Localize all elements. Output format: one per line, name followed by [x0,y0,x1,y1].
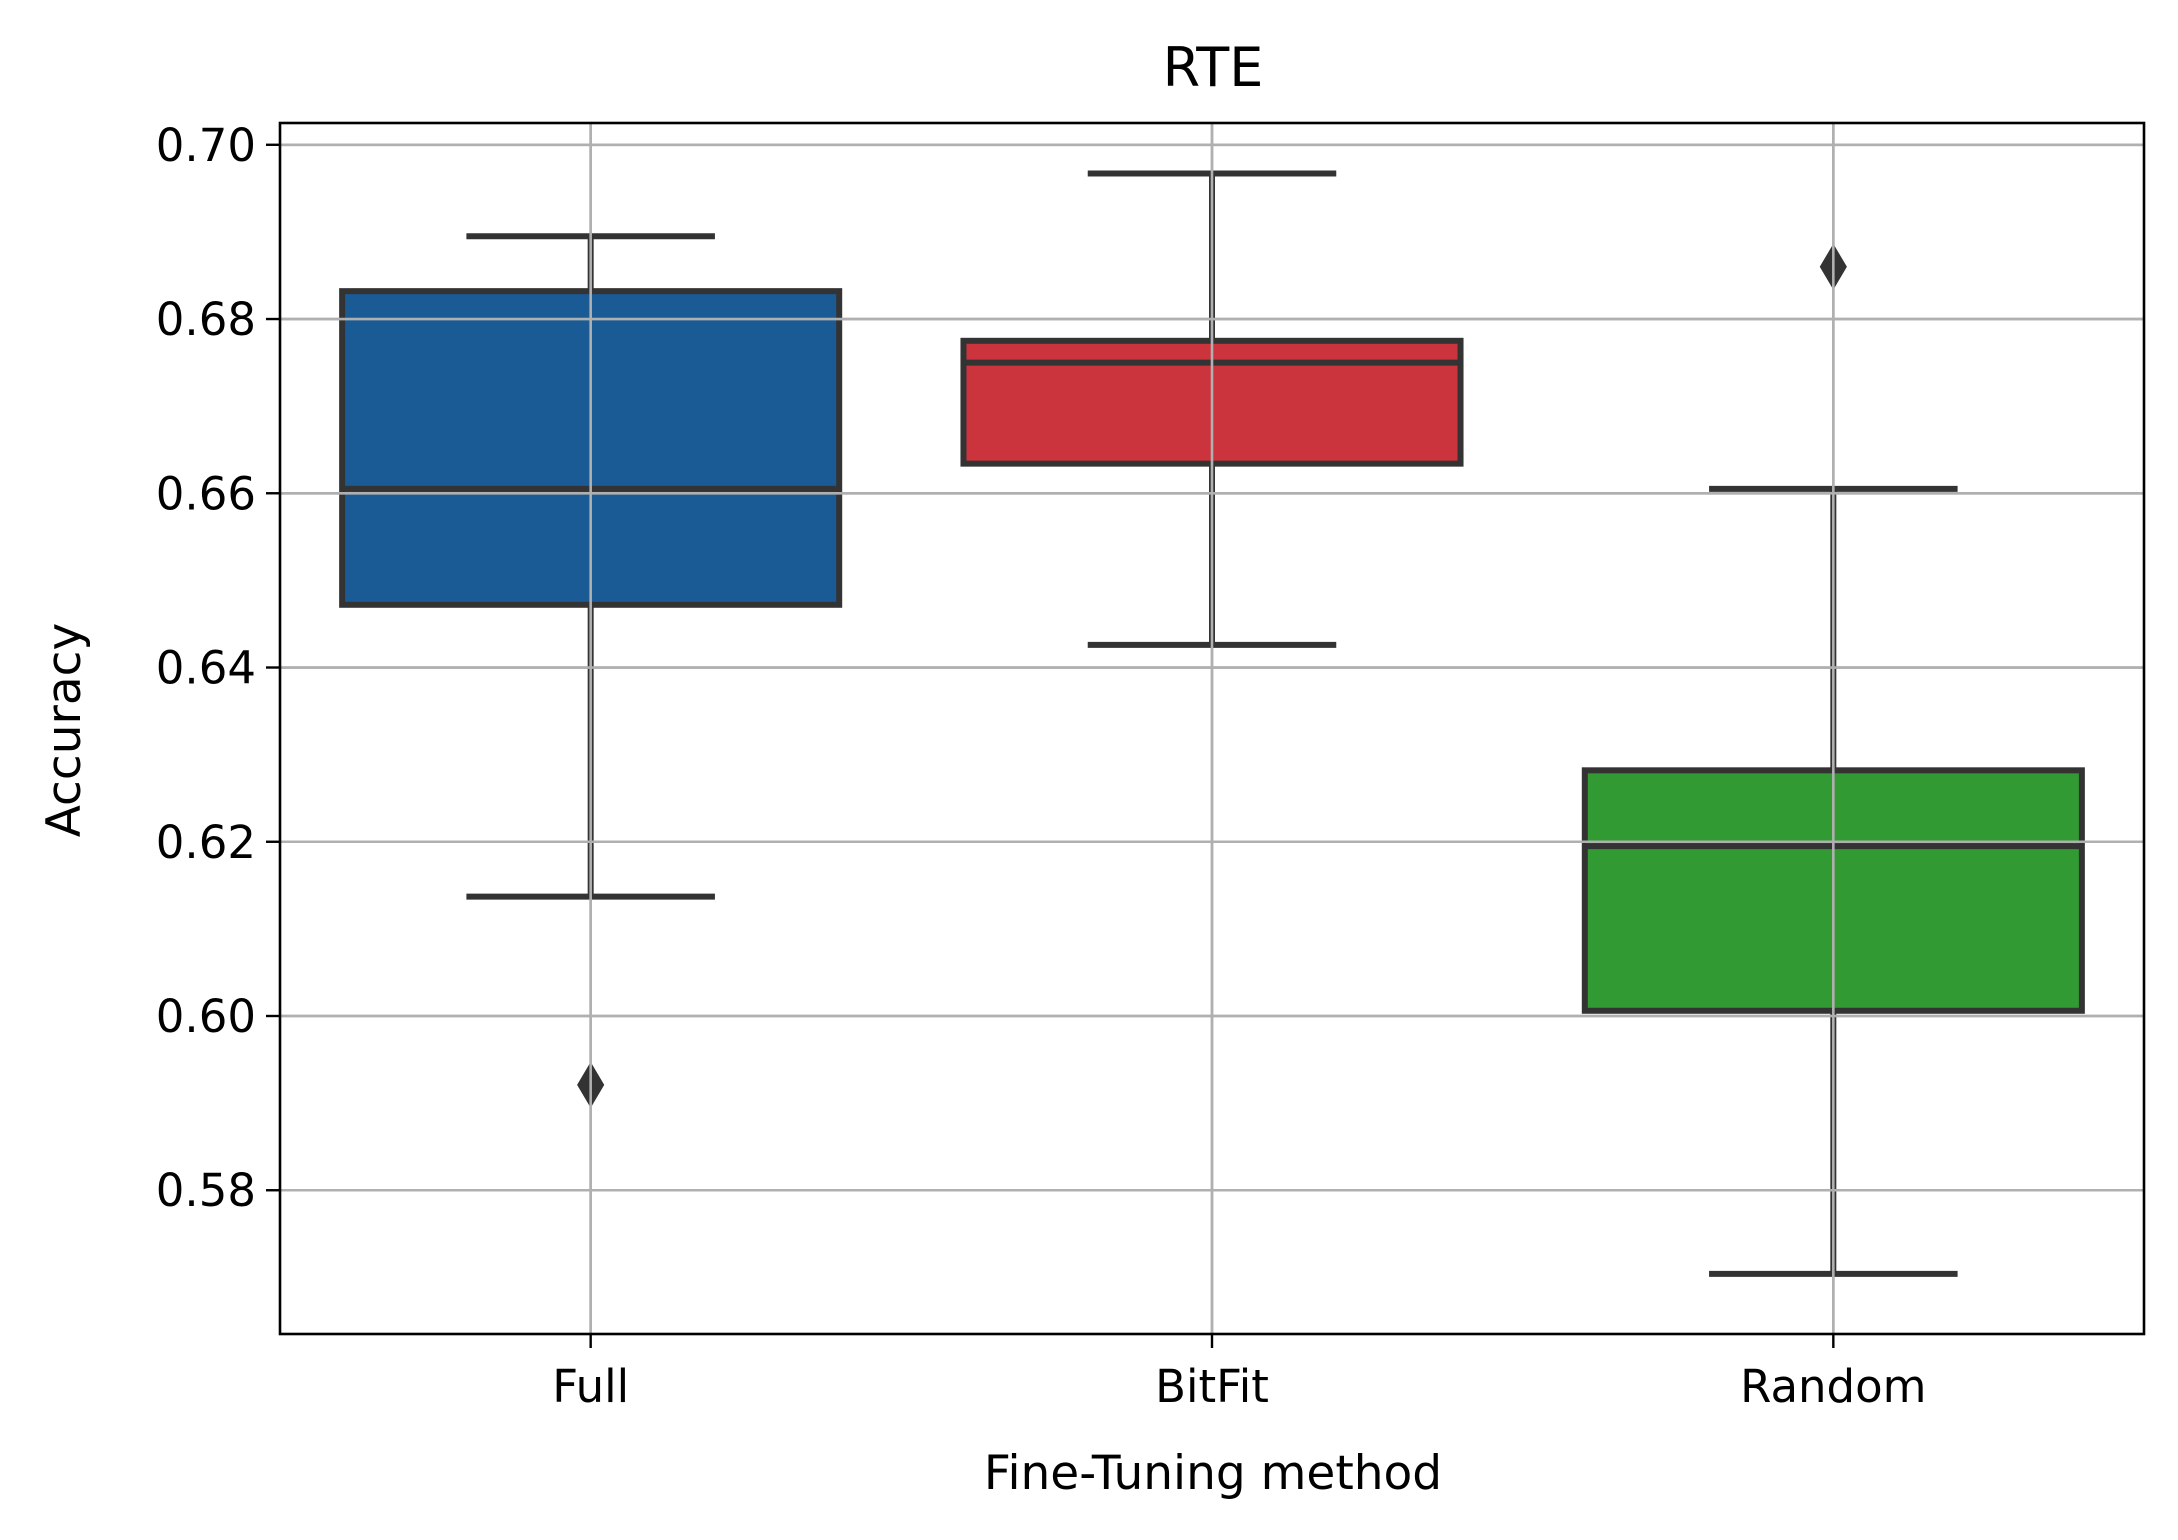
y-tick-label: 0.64 [156,642,256,695]
chart-title: RTE [1163,36,1264,99]
axis-layer: 0.58 0.60 0.62 0.64 0.66 0.68 0.70 Full BitFit Ra… [156,119,2146,1413]
x-tick-label: Full [552,1360,629,1413]
y-tick-label: 0.70 [156,119,256,172]
plot-frame [278,121,2146,1336]
y-tick-label: 0.60 [156,990,256,1043]
x-tick-label: BitFit [1155,1360,1269,1413]
y-tick-label: 0.66 [156,467,256,520]
x-axis-title: Fine-Tuning method [984,1446,1442,1501]
y-axis-title: Accuracy [37,623,92,838]
y-tick-label: 0.68 [156,293,256,346]
y-tick-label: 0.58 [156,1164,256,1217]
x-tick-label: Random [1740,1360,1926,1413]
y-tick-label: 0.62 [156,816,256,869]
box-layer [280,123,2144,1334]
